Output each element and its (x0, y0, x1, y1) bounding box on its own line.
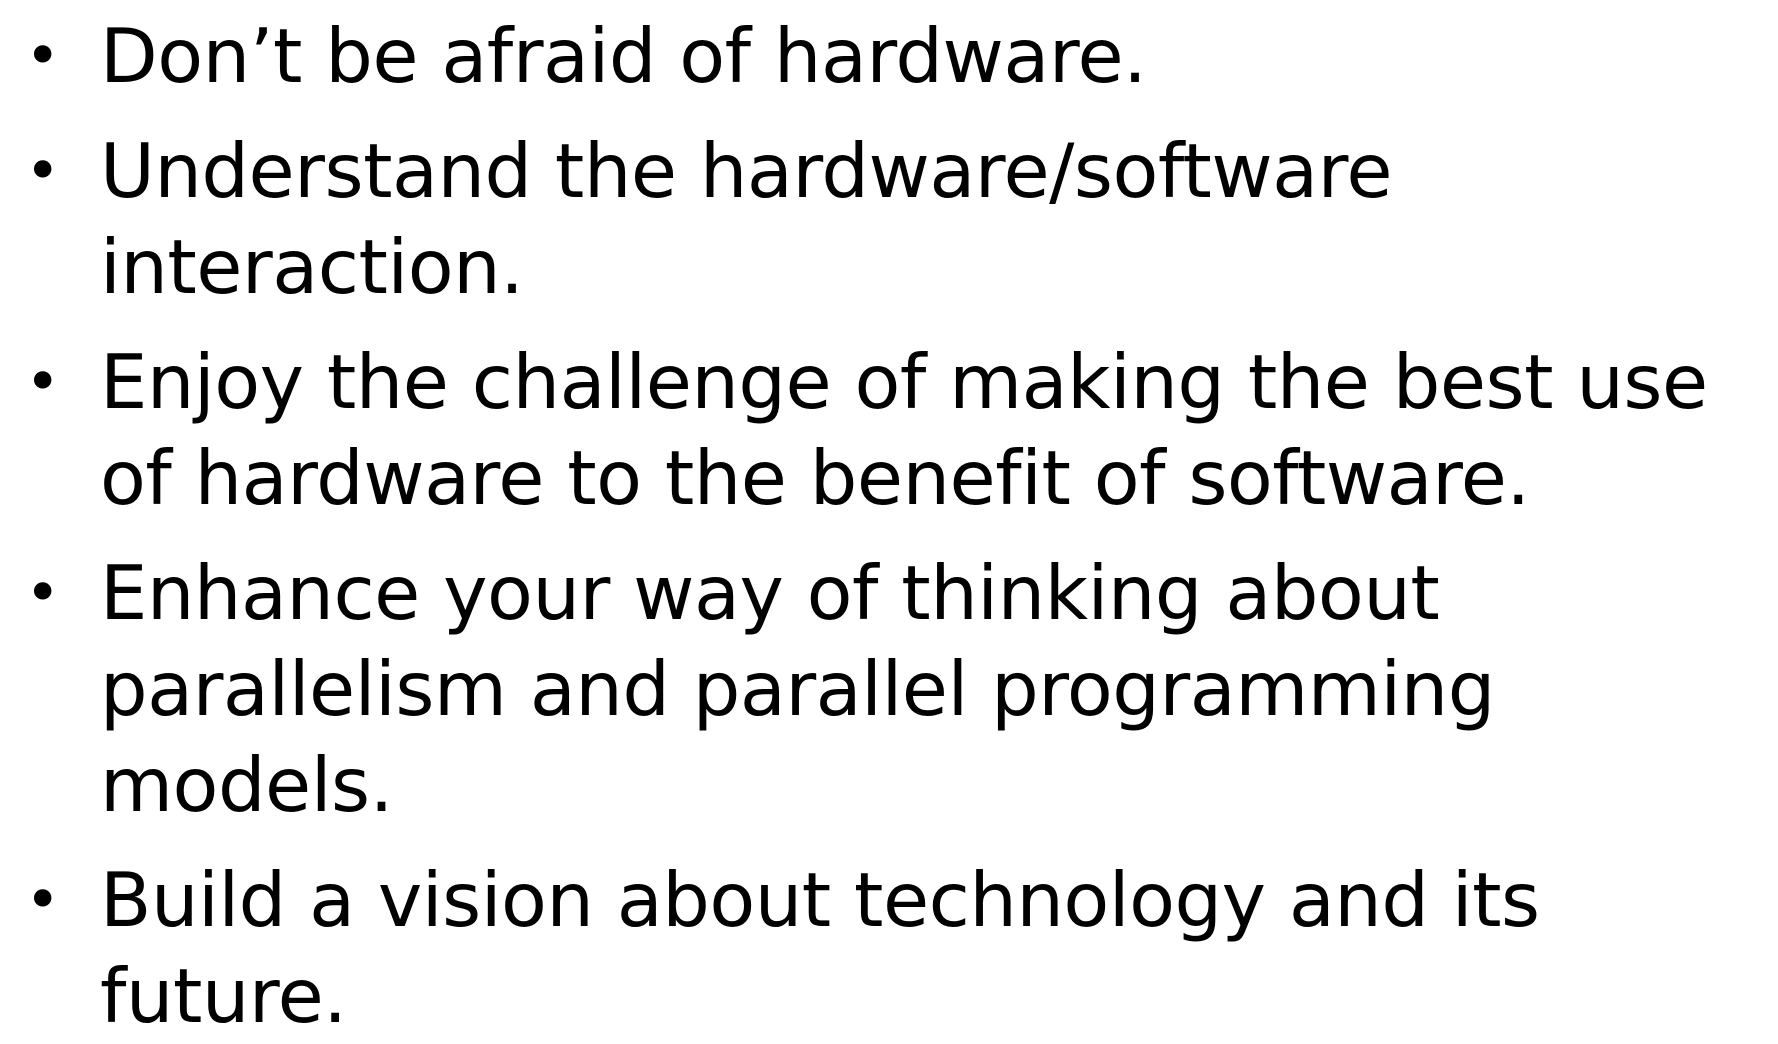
slide: • Don’t be afraid of hardware. • Underst… (25, 12, 1709, 1040)
bullet-text-line: parallelism and parallel programming mod… (100, 645, 1495, 829)
bullet-icon: • (25, 21, 61, 91)
bullet-text-line: Enjoy the challenge of making the best u… (100, 338, 1708, 426)
bullet-text-line: of hardware to the benefit of software. (100, 434, 1530, 522)
list-item: • Enhance your way of thinking about par… (25, 545, 1765, 833)
bullet-icon: • (25, 347, 61, 417)
bullet-icon: • (25, 136, 61, 206)
bullet-text-line: Enhance your way of thinking about (100, 549, 1440, 637)
list-item: • Don’t be afraid of hardware. (25, 8, 1765, 104)
list-item: • Enjoy the challenge of making the best… (25, 334, 1765, 526)
list-item: • Build a vision about technology and it… (25, 852, 1765, 1044)
bullet-text-line: Build a vision about technology and its (100, 856, 1540, 944)
bullet-text-line: interaction. (100, 223, 524, 311)
bullet-icon: • (25, 865, 61, 935)
bullet-text-line: Understand the hardware/software (100, 127, 1392, 215)
bullet-text-line: Don’t be afraid of hardware. (100, 12, 1147, 100)
list-item: • Understand the hardware/software inter… (25, 123, 1765, 315)
bullet-list: • Don’t be afraid of hardware. • Underst… (25, 8, 1765, 1044)
bullet-icon: • (25, 558, 61, 628)
bullet-text-line: future. (100, 952, 347, 1040)
